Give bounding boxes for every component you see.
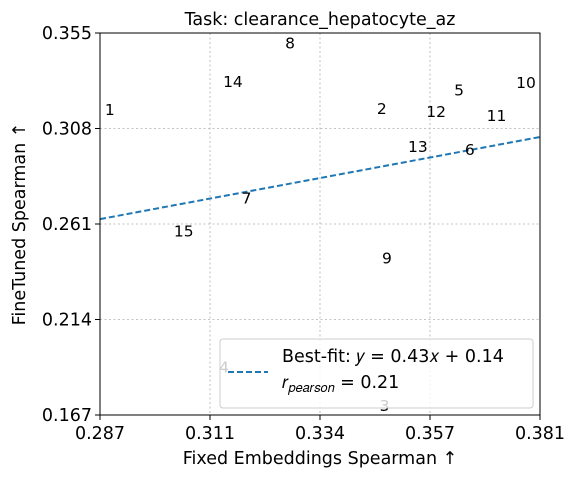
legend-r-label: 𝑟𝑝𝑒𝑎𝑟𝑠𝑜𝑛 = 0.21 <box>282 373 399 396</box>
y-tick-label: 0.308 <box>42 120 92 140</box>
point-label-10: 10 <box>516 74 536 92</box>
legend-box <box>219 338 534 409</box>
point-label-6: 6 <box>465 141 475 159</box>
point-label-12: 12 <box>426 103 446 121</box>
point-label-15: 15 <box>174 222 194 240</box>
point-label-5: 5 <box>454 82 464 100</box>
point-label-2: 2 <box>377 100 387 118</box>
legend-r-prefix: 𝑟 <box>282 373 289 393</box>
y-axis-ticks: 0.167 0.214 0.261 0.308 0.355 <box>42 24 100 426</box>
x-tick-label: 0.287 <box>75 424 125 444</box>
y-tick-label: 0.261 <box>42 215 92 235</box>
legend-r-value: = 0.21 <box>335 373 400 393</box>
grid-lines <box>100 33 540 415</box>
legend-fit-label: Best-fit: 𝑦 = 0.43𝑥 + 0.14 <box>282 347 504 367</box>
point-label-8: 8 <box>285 35 295 53</box>
x-tick-label: 0.311 <box>185 424 235 444</box>
point-label-7: 7 <box>242 190 252 208</box>
y-tick-label: 0.214 <box>42 311 92 331</box>
point-label-9: 9 <box>382 249 392 267</box>
point-label-11: 11 <box>487 107 507 125</box>
point-label-13: 13 <box>408 138 428 156</box>
x-tick-label: 0.381 <box>515 424 565 444</box>
y-tick-label: 0.167 <box>42 406 92 426</box>
fit-line-group <box>99 135 541 221</box>
chart-title: Task: clearance_hepatocyte_az <box>184 10 456 30</box>
best-fit-line <box>99 135 541 221</box>
legend: Best-fit: 𝑦 = 0.43𝑥 + 0.14 𝑟𝑝𝑒𝑎𝑟𝑠𝑜𝑛 = 0.… <box>219 338 534 409</box>
y-axis-label: FineTuned Spearman ↑ <box>10 123 30 326</box>
legend-r-subscript: 𝑝𝑒𝑎𝑟𝑠𝑜𝑛 <box>287 381 334 396</box>
point-label-1: 1 <box>105 101 115 119</box>
x-axis-ticks: 0.287 0.311 0.334 0.357 0.381 <box>75 415 565 444</box>
point-label-14: 14 <box>223 73 243 91</box>
x-tick-label: 0.357 <box>405 424 455 444</box>
point-labels: 123456789101112131415 <box>105 35 536 415</box>
y-tick-label: 0.355 <box>42 24 92 44</box>
x-tick-label: 0.334 <box>295 424 345 444</box>
x-axis-label: Fixed Embeddings Spearman ↑ <box>183 449 458 469</box>
